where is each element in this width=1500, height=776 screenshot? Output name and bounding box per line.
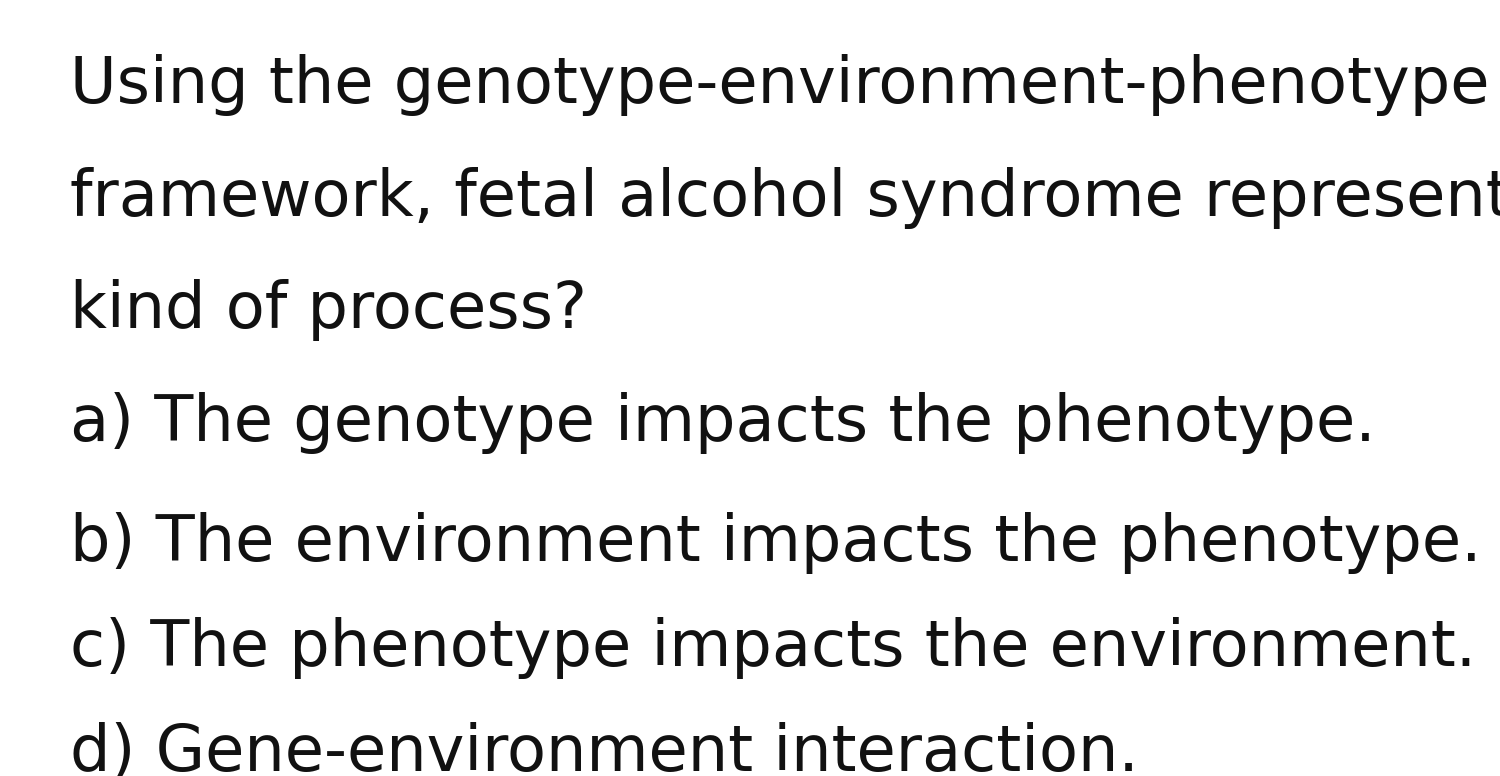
Text: d) Gene-environment interaction.: d) Gene-environment interaction. [70,722,1140,776]
Text: kind of process?: kind of process? [70,279,588,341]
Text: Using the genotype-environment-phenotype: Using the genotype-environment-phenotype [70,54,1490,116]
Text: c) The phenotype impacts the environment.: c) The phenotype impacts the environment… [70,617,1476,679]
Text: b) The environment impacts the phenotype.: b) The environment impacts the phenotype… [70,512,1482,574]
Text: framework, fetal alcohol syndrome represents what: framework, fetal alcohol syndrome repres… [70,167,1500,229]
Text: a) The genotype impacts the phenotype.: a) The genotype impacts the phenotype. [70,392,1376,454]
